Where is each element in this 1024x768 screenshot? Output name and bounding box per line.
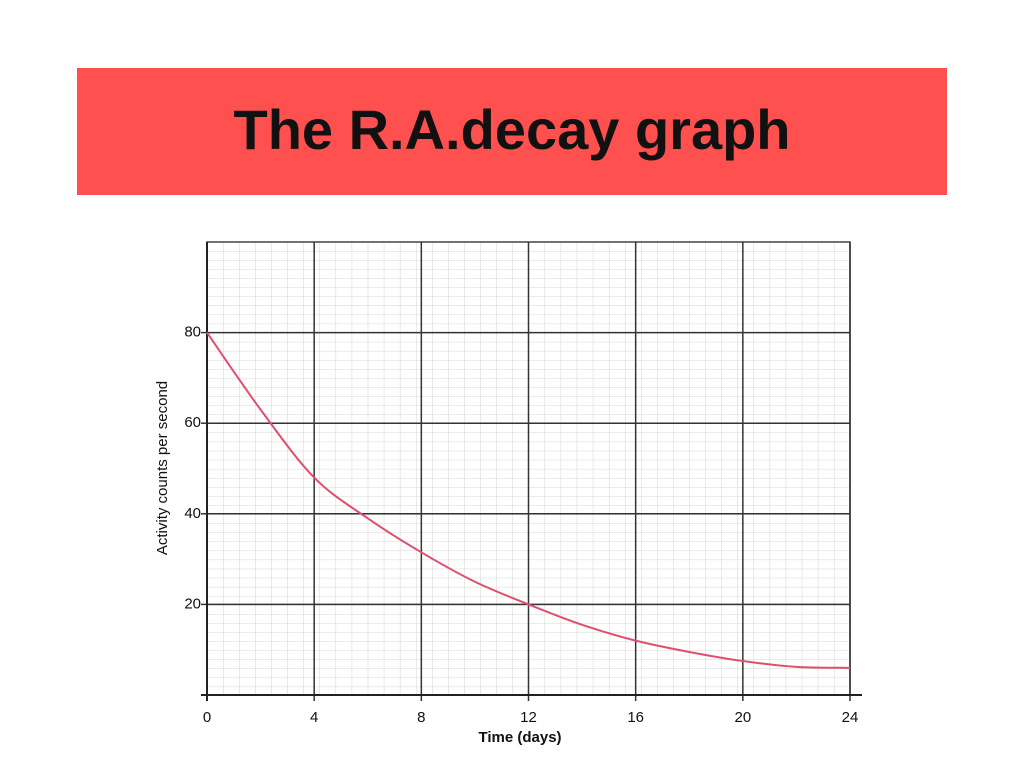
y-tick-label: 60 — [184, 414, 201, 431]
y-tick-label: 80 — [184, 324, 201, 341]
y-axis-label: Activity counts per second — [154, 381, 171, 555]
x-axis-label: Time (days) — [478, 729, 561, 746]
x-tick-label: 24 — [842, 709, 859, 726]
title-banner — [77, 68, 947, 195]
plot: 0 4 8 12 16 20 24 20 40 60 80 — [184, 241, 862, 726]
x-tick-label: 0 — [203, 709, 211, 726]
x-tick-label: 20 — [734, 709, 751, 726]
x-tick-label: 8 — [417, 709, 425, 726]
y-tick-label: 20 — [184, 595, 201, 612]
x-tick-label: 16 — [627, 709, 644, 726]
x-tick-label: 12 — [520, 709, 537, 726]
slide-title: The R.A.decay graph — [233, 98, 790, 161]
x-tick-label: 4 — [310, 709, 318, 726]
y-tick-label: 40 — [184, 505, 201, 522]
decay-curve — [206, 332, 851, 669]
